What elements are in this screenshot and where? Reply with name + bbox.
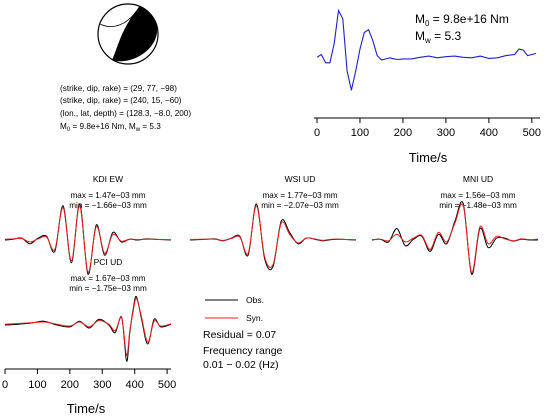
synthetic-waveform xyxy=(4,297,172,356)
stf-mw-symbol: M xyxy=(415,29,425,43)
mechanism-info: (strike, dip, rake) = (29, 77, −98) (str… xyxy=(60,84,191,133)
station-min-amplitude: min = −1.75e−03 mm xyxy=(69,284,147,293)
waveform-x-tick-label: 200 xyxy=(61,379,79,391)
stf-x-ticks: 0 100 200 300 400 500 xyxy=(314,118,541,139)
station-name: MNI UD xyxy=(463,174,493,184)
stf-m0-symbol: M xyxy=(415,12,425,26)
mw-subscript: w xyxy=(135,127,141,133)
mw-value: = 5.3 xyxy=(140,122,161,131)
stf-x-axis-label: Time/s xyxy=(409,150,448,165)
beachball xyxy=(97,3,159,65)
stf-mw-value: = 5.3 xyxy=(431,29,462,43)
stf-m0-subscript: 0 xyxy=(425,19,430,28)
residual-text: Residual = 0.07 xyxy=(203,329,276,341)
station-min-amplitude: min = −1.66e−03 mm xyxy=(69,201,147,210)
legend: Obs. Syn. Residual = 0.07 Frequency rang… xyxy=(203,295,283,371)
stf-m0-text: M0 = 9.8e+16 Nm xyxy=(415,12,509,28)
m0-symbol: M xyxy=(60,122,67,131)
stf-x-tick-label: 300 xyxy=(437,127,455,139)
stf-x-tick-label: 200 xyxy=(394,127,412,139)
station-max-amplitude: max = 1.77e−03 mm xyxy=(262,191,337,200)
observed-waveform xyxy=(371,201,539,275)
frequency-range-value: 0.01 − 0.02 (Hz) xyxy=(203,359,279,371)
legend-obs-label: Obs. xyxy=(246,295,264,305)
synthetic-waveform xyxy=(371,203,539,273)
legend-syn-label: Syn. xyxy=(246,313,263,323)
beachball-compressional-quadrant xyxy=(112,6,158,62)
stf-m0-value: = 9.8e+16 Nm xyxy=(429,12,508,26)
mechanism-line-3: (lon., lat, depth) = (128.3, −8.0, 200) xyxy=(60,109,191,118)
waveform-x-tick-label: 400 xyxy=(126,379,144,391)
waveform-time-axis: 0 100 200 300 400 500 Time/s xyxy=(2,368,176,416)
mechanism-moment-line: M0 = 9.8e+16 Nm, Mw = 5.3 xyxy=(60,122,161,133)
station-min-amplitude: min = −1.48e−03 mm xyxy=(439,201,517,210)
m0-value: = 9.8e+16 Nm, M xyxy=(70,122,136,131)
observed-waveform xyxy=(4,295,172,362)
source-time-function-panel: M0 = 9.8e+16 Nm Mw = 5.3 0 100 200 300 400 50… xyxy=(314,8,541,165)
waveform-x-ticks: 0 100 200 300 400 500 xyxy=(2,369,176,391)
waveform-x-tick-label: 100 xyxy=(28,379,46,391)
stf-x-tick-label: 100 xyxy=(351,127,369,139)
stf-x-tick-label: 500 xyxy=(523,127,541,139)
stf-mw-text: Mw = 5.3 xyxy=(415,29,461,45)
station-min-amplitude: min = −2.07e−03 mm xyxy=(261,201,339,210)
mechanism-line-2: (strike, dip, rake) = (240, 15, −60) xyxy=(60,96,182,105)
frequency-range-label: Frequency range xyxy=(203,345,283,357)
station-name: KDI EW xyxy=(93,174,123,184)
waveform-x-tick-label: 500 xyxy=(158,379,176,391)
stf-series-line xyxy=(316,8,537,91)
waveform-x-tick-label: 300 xyxy=(93,379,111,391)
beachball-nodal-plane xyxy=(99,5,141,27)
stf-mw-subscript: w xyxy=(424,36,431,45)
m0-subscript: 0 xyxy=(67,127,71,133)
synthetic-waveform xyxy=(189,205,357,268)
waveform-x-tick-label: 0 xyxy=(2,379,8,391)
stf-x-tick-label: 400 xyxy=(480,127,498,139)
waveform-x-axis-label: Time/s xyxy=(67,401,106,416)
station-max-amplitude: max = 1.67e−03 mm xyxy=(70,274,145,283)
station-name: WSI UD xyxy=(285,174,316,184)
station-max-amplitude: max = 1.47e−03 mm xyxy=(70,191,145,200)
station-max-amplitude: max = 1.56e−03 mm xyxy=(440,191,515,200)
stf-x-tick-label: 0 xyxy=(314,127,320,139)
synthetic-waveform xyxy=(4,205,172,273)
observed-waveform xyxy=(189,203,357,271)
station-name: PCI UD xyxy=(94,257,123,267)
mechanism-line-1: (strike, dip, rake) = (29, 77, −98) xyxy=(60,84,177,93)
